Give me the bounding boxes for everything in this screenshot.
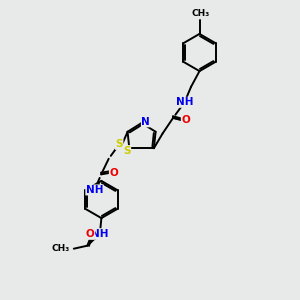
Text: NH: NH	[86, 185, 103, 195]
Text: O: O	[86, 229, 95, 239]
Text: NH: NH	[91, 229, 109, 239]
Text: CH₃: CH₃	[192, 9, 210, 18]
Text: O: O	[181, 115, 190, 125]
Text: NH: NH	[176, 97, 193, 107]
Text: CH₃: CH₃	[52, 244, 70, 253]
Text: N: N	[141, 117, 150, 127]
Text: S: S	[116, 140, 123, 149]
Text: O: O	[110, 168, 118, 178]
Text: S: S	[123, 146, 131, 156]
